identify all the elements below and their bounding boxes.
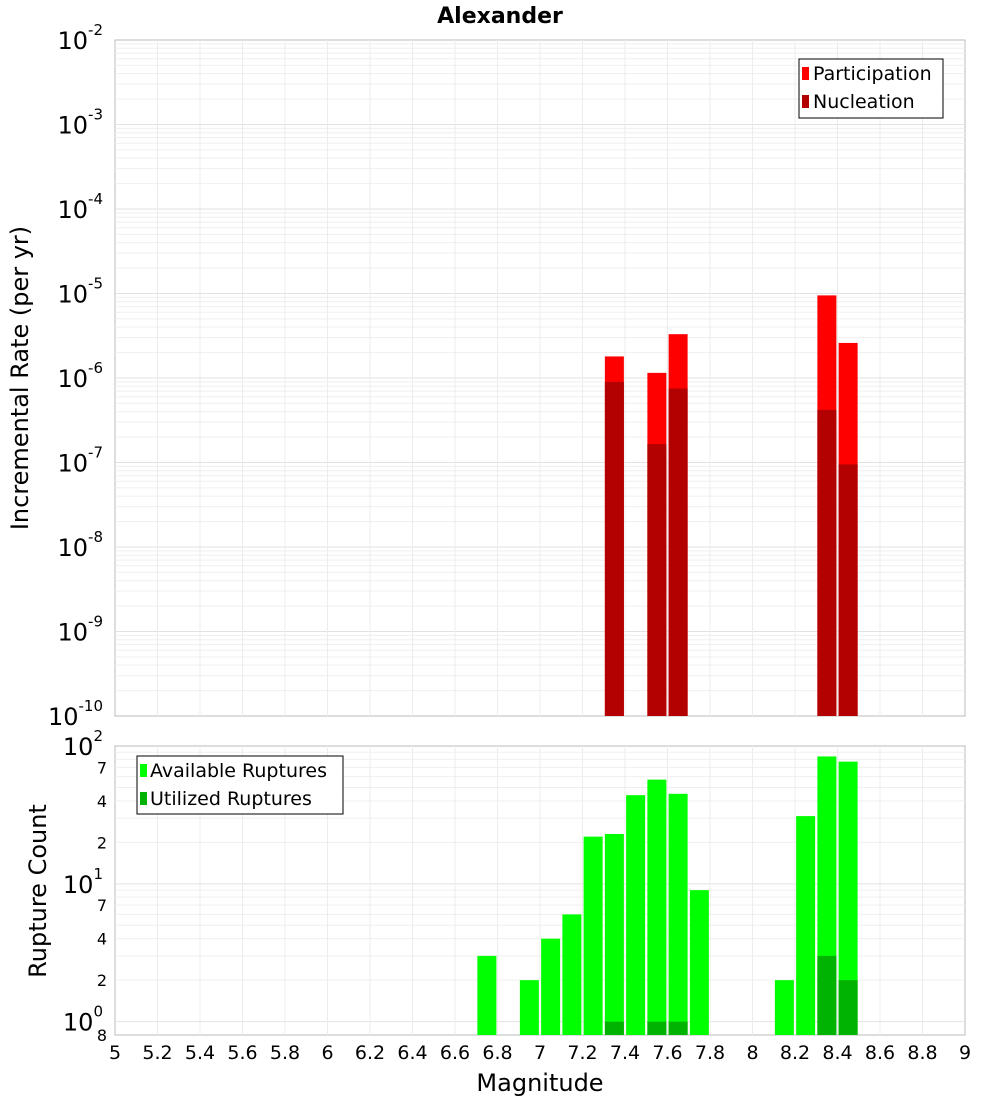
- x-tick-label: 7.8: [695, 1042, 725, 1064]
- y-tick-label: 100: [63, 1003, 103, 1037]
- x-tick-label: 8.8: [907, 1042, 937, 1064]
- available-ruptures-bar: [562, 914, 582, 1035]
- x-tick-label: 5.8: [270, 1042, 300, 1064]
- y-tick-label: 101: [63, 865, 103, 899]
- y-minor-tick-label: 8: [97, 1026, 107, 1045]
- x-tick-label: 8.4: [822, 1042, 852, 1064]
- bottom-plot: 100 101 102 8 2 4 7 2 4 7 5 5.2 5.4 5.6 5.8 6 6.2 6.4 6.6…: [24, 727, 971, 1097]
- available-ruptures-bar: [477, 955, 497, 1035]
- y-tick-label: 10-8: [57, 528, 103, 562]
- x-tick-label: 5.2: [142, 1042, 172, 1064]
- top-bars: [604, 295, 858, 716]
- available-ruptures-legend-label: Available Ruptures: [150, 760, 327, 782]
- utilized-ruptures-bar: [668, 1021, 688, 1035]
- top-y-axis-label: Incremental Rate (per yr): [6, 226, 34, 530]
- y-tick-label: 102: [63, 727, 103, 761]
- nucleation-bar: [604, 381, 624, 716]
- x-tick-label: 7.2: [567, 1042, 597, 1064]
- utilized-ruptures-bar: [647, 1021, 667, 1035]
- y-tick-label: 10-10: [48, 697, 103, 731]
- x-tick-label: 6.4: [397, 1042, 427, 1064]
- x-tick-label: 7.6: [652, 1042, 682, 1064]
- y-minor-tick-label: 2: [97, 971, 107, 990]
- utilized-ruptures-bar: [838, 980, 858, 1035]
- utilized-ruptures-legend-swatch: [140, 792, 147, 805]
- y-minor-tick-label: 4: [97, 792, 107, 811]
- y-tick-label: 10-3: [57, 106, 103, 140]
- y-tick-label: 10-7: [57, 444, 103, 478]
- utilized-ruptures-bar: [604, 1021, 624, 1035]
- top-gridlines: [115, 40, 965, 716]
- x-tick-label: 6.6: [440, 1042, 470, 1064]
- top-legend: Participation Nucleation: [798, 58, 944, 119]
- available-ruptures-bar: [604, 833, 624, 1035]
- x-axis-label: Magnitude: [476, 1069, 603, 1097]
- available-ruptures-bar: [519, 980, 539, 1035]
- y-tick-label: 10-5: [57, 275, 103, 309]
- utilized-ruptures-legend-label: Utilized Ruptures: [150, 788, 312, 810]
- top-plot: 10-10 10-9 10-8 10-7 10-6 10-5 10-4 10-3 10-2 In…: [6, 21, 966, 731]
- nucleation-legend-label: Nucleation: [813, 91, 915, 113]
- y-tick-label: 10-9: [57, 613, 103, 647]
- available-ruptures-bar: [689, 890, 709, 1035]
- available-ruptures-bar: [583, 836, 603, 1035]
- x-tick-label: 8.2: [780, 1042, 810, 1064]
- available-ruptures-bar: [541, 938, 561, 1035]
- x-tick-label: 6: [321, 1042, 333, 1064]
- available-ruptures-bar: [774, 980, 794, 1035]
- bottom-y-axis-label: Rupture Count: [24, 804, 52, 978]
- y-tick-label: 10-6: [57, 359, 103, 393]
- bottom-legend: Available Ruptures Utilized Ruptures: [136, 755, 344, 815]
- chart-title: Alexander: [437, 4, 563, 29]
- x-tick-label: 7.4: [610, 1042, 640, 1064]
- nucleation-bar: [838, 464, 858, 716]
- x-tick-label: 9: [959, 1042, 971, 1064]
- x-tick-label: 6.2: [355, 1042, 385, 1064]
- x-tick-label: 5: [109, 1042, 121, 1064]
- bottom-bars: [477, 756, 858, 1035]
- nucleation-legend-swatch: [802, 95, 809, 108]
- y-minor-tick-label: 7: [97, 758, 107, 777]
- x-tick-label: 8: [746, 1042, 758, 1064]
- x-tick-label: 7: [534, 1042, 546, 1064]
- y-minor-tick-label: 7: [97, 896, 107, 915]
- nucleation-bar: [817, 409, 837, 716]
- y-minor-tick-label: 4: [97, 930, 107, 949]
- available-ruptures-bar: [838, 761, 858, 1035]
- x-tick-labels: 5 5.2 5.4 5.6 5.8 6 6.2 6.4 6.6 6.8 7 7.2 7.4 7.6 7.8 8…: [109, 1042, 971, 1064]
- x-tick-label: 8.6: [865, 1042, 895, 1064]
- x-tick-label: 5.4: [185, 1042, 215, 1064]
- available-ruptures-bar: [668, 793, 688, 1035]
- nucleation-bar: [647, 444, 667, 716]
- available-ruptures-bar: [796, 816, 816, 1035]
- participation-legend-label: Participation: [813, 63, 932, 85]
- utilized-ruptures-bar: [817, 955, 837, 1035]
- y-minor-tick-label: 2: [97, 833, 107, 852]
- x-tick-label: 5.6: [227, 1042, 257, 1064]
- available-ruptures-bar: [647, 779, 667, 1035]
- y-tick-label: 10-2: [57, 21, 103, 55]
- available-ruptures-bar: [626, 795, 646, 1035]
- bottom-legend-box: [136, 755, 344, 815]
- x-tick-label: 6.8: [482, 1042, 512, 1064]
- available-ruptures-legend-swatch: [140, 764, 147, 777]
- participation-legend-swatch: [802, 67, 809, 80]
- nucleation-bar: [668, 388, 688, 716]
- y-tick-label: 10-4: [57, 190, 103, 224]
- bottom-y-tick-labels: 100 101 102 8 2 4 7 2 4 7: [63, 727, 107, 1045]
- top-y-tick-labels: 10-10 10-9 10-8 10-7 10-6 10-5 10-4 10-3 10-2: [48, 21, 103, 731]
- top-legend-box: [798, 58, 944, 119]
